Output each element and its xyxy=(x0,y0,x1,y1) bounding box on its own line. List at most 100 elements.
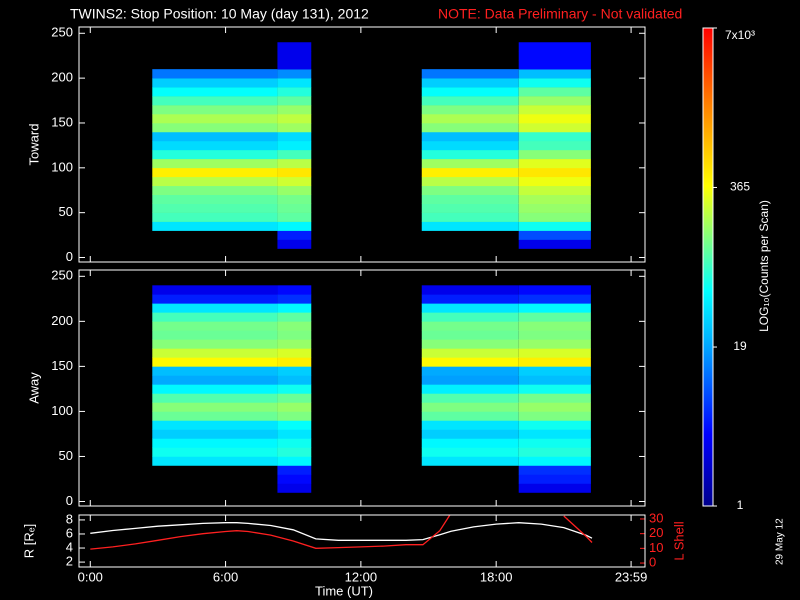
heat-cell xyxy=(518,105,591,115)
heat-cell xyxy=(152,96,278,106)
heat-cell xyxy=(518,140,591,151)
heat-cell xyxy=(152,221,278,231)
heat-cell xyxy=(152,158,278,169)
heat-cell xyxy=(277,167,312,178)
y-axis-label: R [Rₑ] xyxy=(21,524,36,558)
heat-cell xyxy=(518,393,591,403)
heat-cell xyxy=(518,203,591,213)
heat-cell xyxy=(518,402,591,412)
heat-cell xyxy=(421,158,519,169)
y2-axis-label: L Shell xyxy=(671,521,686,560)
heat-cell xyxy=(277,203,312,213)
x-axis-label: Time (UT) xyxy=(315,583,373,598)
heat-cell xyxy=(421,131,519,142)
heat-cell xyxy=(518,411,591,421)
heat-cell xyxy=(277,483,312,493)
heat-cell xyxy=(277,42,312,52)
heat-cell xyxy=(421,339,519,349)
y-tick-label: 150 xyxy=(51,114,73,129)
heat-cell xyxy=(421,167,519,178)
heat-cell xyxy=(152,339,278,349)
heat-cell xyxy=(152,176,278,187)
heat-cell xyxy=(518,221,591,231)
heat-cell xyxy=(152,312,278,322)
heat-cell xyxy=(518,456,591,466)
heat-cell xyxy=(277,105,312,115)
colorbar-tick-label: 19 xyxy=(733,339,747,353)
heat-cell xyxy=(277,384,312,394)
heat-cell xyxy=(421,105,519,115)
heat-cell xyxy=(277,194,312,204)
panel-frame xyxy=(78,269,646,507)
heat-cell xyxy=(152,321,278,331)
heat-cell xyxy=(277,114,312,124)
heat-cell xyxy=(421,176,519,187)
y-tick-label: 50 xyxy=(59,204,73,219)
heat-cell xyxy=(421,420,519,430)
heat-cell xyxy=(421,87,519,97)
heat-cell xyxy=(421,185,519,196)
heat-cell xyxy=(421,348,519,358)
heat-cell xyxy=(277,140,312,151)
y-tick-label: 8 xyxy=(66,511,73,526)
heat-cell xyxy=(277,131,312,142)
heat-cell xyxy=(421,212,519,222)
heat-cell xyxy=(277,330,312,340)
line-series xyxy=(90,522,593,541)
heat-cell xyxy=(518,167,591,178)
heat-cell xyxy=(277,402,312,412)
y-tick-label: 150 xyxy=(51,358,73,373)
y-tick-label: 100 xyxy=(51,403,73,418)
y-tick-label: 200 xyxy=(51,313,73,328)
heat-cell xyxy=(277,122,312,133)
heat-cell xyxy=(518,114,591,124)
heat-cell xyxy=(421,429,519,439)
heat-cell xyxy=(518,357,591,367)
heat-cell xyxy=(421,303,519,313)
heat-cell xyxy=(421,402,519,412)
colorbar-tick-label: 7x10³ xyxy=(725,28,755,42)
heat-cell xyxy=(152,194,278,204)
heat-cell xyxy=(277,158,312,169)
heat-cell xyxy=(152,185,278,196)
heat-cell xyxy=(277,411,312,421)
y-tick-label: 250 xyxy=(51,25,73,40)
panel-frame xyxy=(78,514,646,568)
heat-cell xyxy=(152,212,278,222)
y-tick-label: 200 xyxy=(51,70,73,85)
heat-cell xyxy=(518,122,591,133)
heat-cell xyxy=(277,176,312,187)
heat-cell xyxy=(518,176,591,187)
heat-cell xyxy=(518,294,591,304)
heat-cell xyxy=(421,438,519,448)
heat-cell xyxy=(518,321,591,331)
heat-cell xyxy=(277,87,312,97)
y2-tick-label: 0 xyxy=(649,554,656,569)
heat-cell xyxy=(277,348,312,358)
y-tick-label: 4 xyxy=(66,539,73,554)
heat-cell xyxy=(152,384,278,394)
colorbar xyxy=(703,28,713,506)
heat-cell xyxy=(518,69,591,79)
heat-cell xyxy=(421,203,519,213)
heat-cell xyxy=(518,78,591,88)
heat-cell xyxy=(277,366,312,376)
x-tick-label: 0:00 xyxy=(78,569,103,584)
heat-cell xyxy=(152,122,278,133)
heat-cell xyxy=(277,393,312,403)
panel-frame xyxy=(78,26,646,263)
heat-cell xyxy=(518,438,591,448)
heat-cell xyxy=(277,60,312,70)
heat-cell xyxy=(152,393,278,403)
heat-cell xyxy=(518,158,591,169)
x-tick-label: 6:00 xyxy=(213,569,238,584)
chart-title: TWINS2: Stop Position: 10 May (day 131),… xyxy=(70,6,369,22)
heat-cell xyxy=(277,456,312,466)
x-tick-label: 12:00 xyxy=(345,569,378,584)
heat-cell xyxy=(277,303,312,313)
heat-cell xyxy=(152,149,278,160)
x-tick-label: 23:59 xyxy=(615,569,648,584)
heat-cell xyxy=(152,375,278,385)
heat-cell xyxy=(152,330,278,340)
